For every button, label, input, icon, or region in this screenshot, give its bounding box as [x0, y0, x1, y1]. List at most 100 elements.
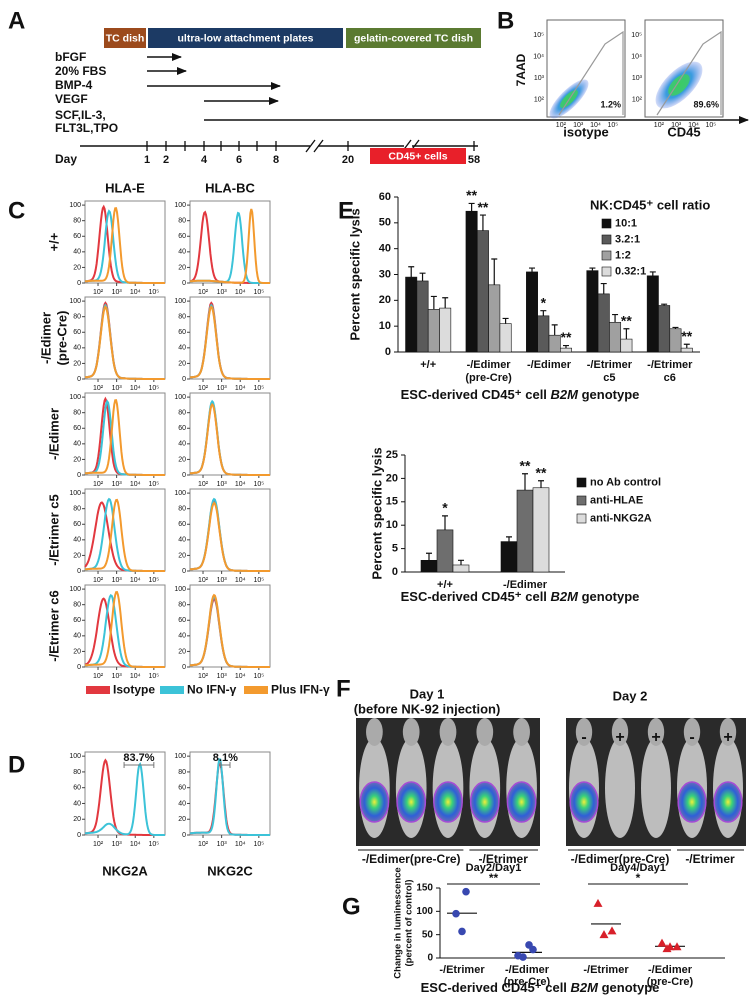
x-tick-label: -/Etrimer	[647, 359, 693, 371]
x-tick-label: 10⁵	[253, 841, 264, 848]
y-tick-label: 10⁵	[533, 32, 544, 39]
x-tick-label: 10⁵	[148, 289, 159, 296]
y-tick-label: 100	[69, 202, 81, 209]
x-tick-label: 10³	[573, 122, 584, 129]
luminescence-signal	[506, 781, 537, 823]
y-tick-label: 0	[182, 664, 186, 671]
factor-label: bFGF	[55, 50, 86, 64]
x-tick-label: 10²	[93, 841, 104, 848]
legend-label: anti-HLAE	[590, 494, 643, 506]
factor-label: BMP-4	[55, 78, 93, 92]
y-tick-label: 0	[77, 664, 81, 671]
x-axis-label-part: B2M	[551, 387, 580, 402]
plot-frame	[189, 488, 271, 572]
x-tick-label: 10²	[93, 481, 104, 488]
y-tick-label: 0	[392, 566, 398, 578]
y-tick-label: 20	[178, 456, 186, 463]
error-bar	[600, 282, 607, 294]
error-bar	[426, 552, 432, 561]
bar	[620, 338, 633, 353]
panel-letter: D	[8, 751, 25, 778]
legend-swatch	[576, 495, 587, 506]
error-bar	[408, 266, 415, 278]
x-tick-label: 10⁵	[253, 481, 264, 488]
bar	[439, 307, 452, 353]
bar	[532, 487, 550, 573]
y-tick-label: 100	[69, 298, 81, 305]
y-tick-label: 0	[77, 472, 81, 479]
x-tick-label: 10³	[112, 481, 123, 488]
x-tick-label: 10⁵	[148, 385, 159, 392]
y-tick-label: 60	[73, 521, 81, 528]
error-bar	[502, 317, 509, 324]
y-tick-label: 10⁵	[631, 32, 642, 39]
y-tick-label: 80	[73, 218, 81, 225]
bar	[476, 230, 489, 353]
y-tick-label: 20	[178, 360, 186, 367]
y-tick-label: 0	[77, 832, 81, 839]
y-tick-label: 40	[73, 441, 81, 448]
x-tick-label: 10⁴	[130, 481, 141, 488]
error-bar	[612, 313, 619, 323]
y-tick-label: 10	[386, 519, 398, 531]
y-tick-label: 100	[69, 753, 81, 760]
x-tick-label: +/+	[420, 359, 436, 371]
y-tick-label: 100	[174, 202, 186, 209]
significance: **	[477, 199, 488, 215]
y-tick-label: 20	[73, 360, 81, 367]
luminescence-signal	[469, 781, 500, 823]
x-tick-label: 10²	[93, 673, 104, 680]
histogram-curve	[84, 762, 165, 836]
y-tick-label: 30	[379, 268, 391, 280]
error-bar	[506, 536, 512, 542]
luminescence-signal	[713, 781, 743, 823]
x-tick-label: -/Edimer	[527, 359, 572, 371]
histogram-curve	[189, 758, 270, 836]
error-bar	[442, 515, 448, 530]
bar	[560, 347, 572, 353]
mouse-head	[402, 718, 420, 746]
x-tick-label: 10⁴	[688, 122, 699, 129]
x-tick-label: 10²	[198, 481, 209, 488]
mouse-head	[575, 718, 593, 746]
legend-label: Plus IFN-γ	[271, 683, 330, 697]
y-tick-label: 5	[392, 543, 398, 555]
y-tick-label: 0	[182, 832, 186, 839]
stage-box	[104, 28, 146, 48]
y-tick-label: 60	[178, 785, 186, 792]
y-tick-label: 40	[73, 633, 81, 640]
x-tick-label: 10³	[217, 673, 228, 680]
bar	[658, 305, 671, 353]
factor-label: VEGF	[55, 92, 88, 106]
x-tick-label: 10⁴	[235, 673, 246, 680]
x-tick-label: 10⁴	[235, 385, 246, 392]
x-axis-label-part: ESC-derived CD45⁺ cell	[401, 589, 551, 604]
x-tick-label: 10³	[217, 385, 228, 392]
x-tick-label: -/Edimer	[503, 579, 548, 591]
x-axis-label: CD45	[667, 124, 700, 139]
axis-break	[313, 139, 324, 153]
legend-label: 10:1	[615, 217, 637, 229]
row-label: -/Edimer	[46, 408, 61, 460]
y-tick-label: 80	[73, 314, 81, 321]
legend-label: Isotype	[113, 683, 155, 697]
histogram-curve	[84, 498, 165, 572]
stage-label: TC dish	[106, 32, 145, 44]
y-axis-label: Change in luminescence	[393, 867, 404, 978]
panel-letter: B	[497, 7, 514, 34]
x-tick-label: 10⁴	[235, 481, 246, 488]
error-bar	[458, 559, 464, 565]
y-tick-label: 80	[178, 314, 186, 321]
x-tick-label: +/+	[437, 579, 453, 591]
bar	[586, 270, 599, 353]
x-tick-label: (pre-Cre)	[504, 976, 551, 988]
y-tick-label: 10⁴	[533, 53, 544, 60]
error-bar	[683, 343, 690, 349]
y-tick-label: 80	[178, 410, 186, 417]
bar	[526, 271, 538, 353]
x-axis-label-part: genotype	[578, 589, 639, 604]
factor-label: FLT3L,TPO	[55, 121, 118, 135]
plot-frame	[84, 200, 166, 284]
x-axis-label-part: B2M	[551, 589, 580, 604]
error-bar	[522, 473, 528, 491]
